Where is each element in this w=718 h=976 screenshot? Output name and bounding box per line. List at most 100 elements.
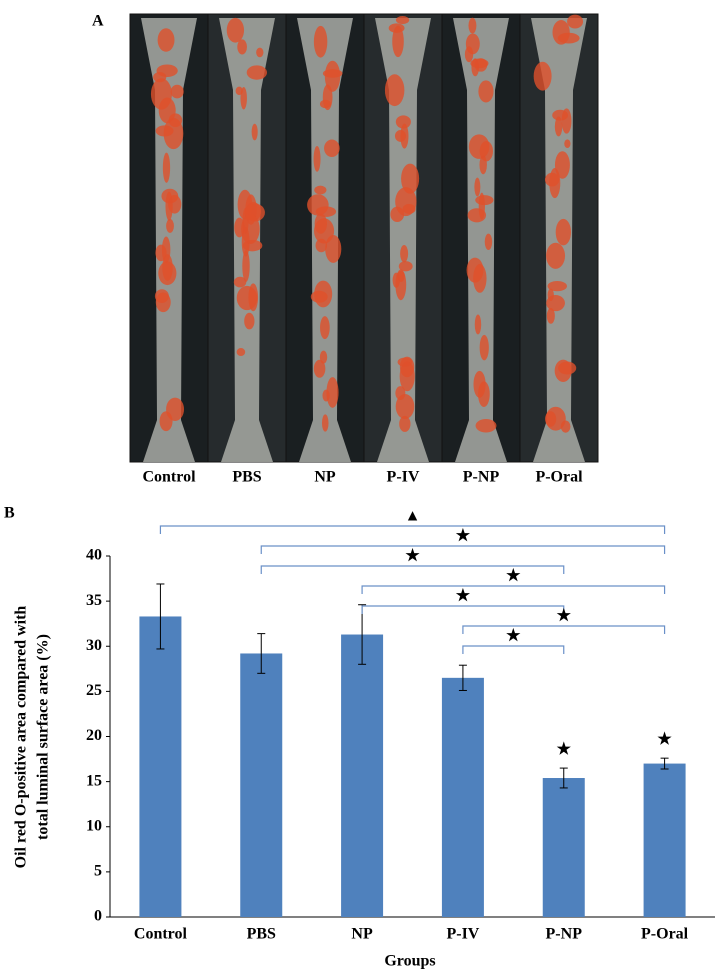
lipid-stain [168,195,182,214]
comparison-label: ▲ [405,508,421,525]
lipid-stain [256,47,264,58]
lipid-stain [166,397,185,421]
x-tick-label: P-Oral [641,926,689,943]
error-bar [458,664,467,691]
comparison-label: ★ [506,568,521,585]
lipid-stain [533,61,552,91]
lipid-stain [475,418,497,433]
lane-label: P-IV [387,469,420,486]
vessel [453,18,509,462]
lipid-stain [163,117,184,150]
lipid-stain [244,312,255,330]
lipid-stain [155,292,171,313]
lipid-stain [246,65,268,80]
lipid-stain [554,116,563,137]
y-tick-label: 30 [86,637,102,654]
lipid-stain [384,74,405,107]
error-bar [358,604,367,665]
lipid-stain [395,386,406,401]
comparison-label: ★ [456,528,471,545]
x-axis-title: Groups [384,953,435,970]
error-bar [559,767,568,789]
lipid-stain [398,261,413,272]
lipid-stain [158,97,176,124]
lipid-stain [468,134,490,159]
lipid-stain [552,109,568,121]
y-tick-label: 20 [86,727,102,744]
lipid-stain [395,269,407,301]
comparison-label: ★ [405,548,420,565]
x-tick-label: NP [351,926,373,943]
lipid-stain [479,155,487,175]
lipid-stain [401,163,420,194]
lipid-stain [546,242,566,269]
lipid-stain [324,139,340,158]
comparison-label: ★ [456,588,471,605]
bar [341,634,384,917]
lipid-stain [319,350,328,364]
lipid-stain [479,334,489,361]
lipid-stain [326,377,339,408]
x-tick-label: PBS [247,926,276,943]
lipid-stain [395,115,411,129]
lipid-stain [468,17,477,34]
lipid-stain [546,294,565,312]
lipid-stain [400,245,409,263]
lipid-stain [470,58,489,69]
panel-label: B [4,505,15,522]
bar [240,653,283,917]
lipid-stain [464,46,474,63]
comparison-bracket [462,625,666,634]
lipid-stain [155,244,167,262]
lipid-stain [242,250,250,282]
lane-label: P-Oral [535,469,583,486]
lipid-stain [567,14,584,29]
comparison-bracket [260,565,565,574]
x-tick-label: P-IV [446,926,479,943]
comparison-bracket [361,585,666,594]
significance-mark: ★ [657,731,672,748]
lipid-stain [251,123,258,141]
lipid-stain [226,17,245,43]
y-tick-label: 0 [94,908,102,925]
lipid-stain [549,167,561,199]
y-axis-title: Oil red O-positive area compared with [13,606,30,869]
lipid-stain [554,359,572,382]
lipid-stain [392,25,404,58]
lipid-stain [395,394,415,420]
lipid-stain [395,16,410,25]
lipid-stain [240,87,247,110]
lane-label: Control [142,469,196,486]
y-tick-label: 15 [86,772,102,789]
y-tick-label: 5 [94,863,102,880]
lipid-stain [473,264,487,293]
lipid-stain [473,370,486,398]
lipid-stain [315,238,328,253]
bar [643,763,686,917]
lipid-stain [546,307,555,324]
y-tick-label: 25 [86,682,102,699]
lipid-stain [315,206,337,217]
comparison-label: ★ [557,608,572,625]
lipid-stain [233,276,247,288]
lipid-stain [474,177,481,197]
comparison-bracket [260,545,666,554]
lipid-stain [325,234,342,263]
bar [441,677,484,917]
lipid-stain [310,290,328,303]
lipid-stain [321,414,329,432]
lipid-stain [313,145,321,172]
lipid-stain [162,152,171,183]
significance-mark: ★ [557,741,572,758]
lipid-stain [314,185,327,195]
comparison-bracket [159,525,666,534]
y-axis-title: total luminal surface area (%) [35,634,52,840]
lipid-stain [475,195,494,206]
lipid-stain [157,28,175,52]
comparison-bracket [462,645,565,654]
lipid-stain [314,213,328,234]
lipid-stain [236,285,258,311]
y-tick-label: 35 [86,592,102,609]
panel-label: A [92,13,104,30]
lipid-stain [557,32,580,44]
